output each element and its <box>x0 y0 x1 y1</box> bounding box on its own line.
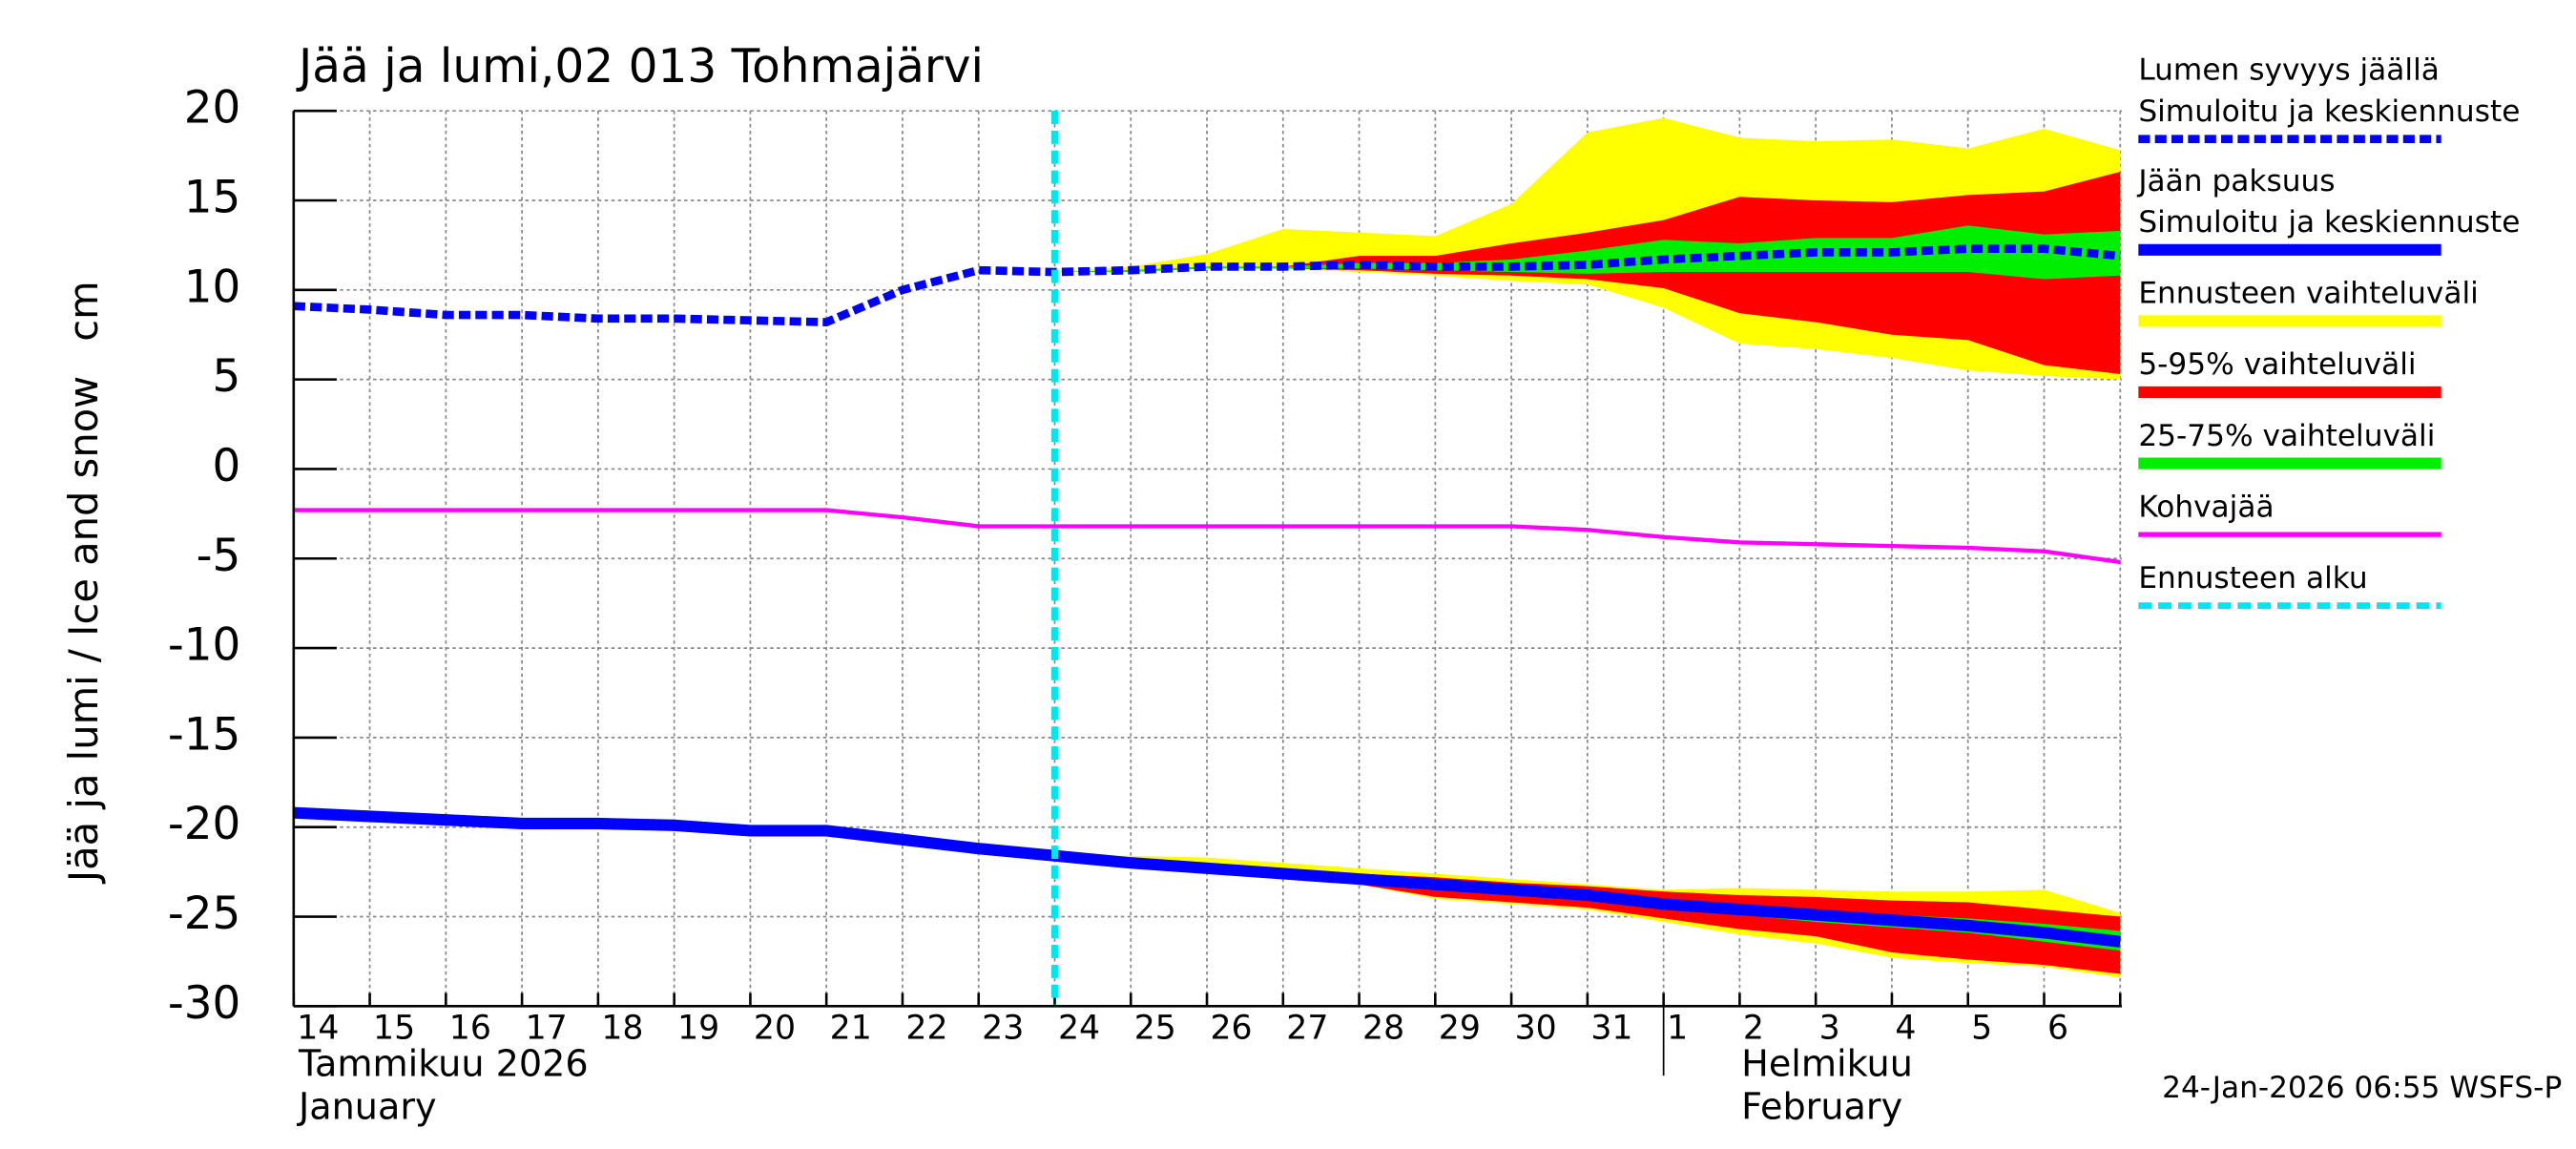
x-tick-label: 19 <box>677 1010 719 1048</box>
x-tick-label: 20 <box>754 1010 796 1048</box>
legend-label: Simuloitu ja keskiennuste <box>2138 94 2520 129</box>
x-tick-label: 17 <box>526 1010 568 1048</box>
x-tick-label: 27 <box>1286 1010 1328 1048</box>
legend-label: Ennusteen alku <box>2138 561 2367 595</box>
x-tick-label: 28 <box>1362 1010 1404 1048</box>
legend-label: Ennusteen vaihteluväli <box>2138 277 2478 311</box>
month-label: January <box>297 1085 437 1127</box>
x-tick-label: 4 <box>1895 1010 1916 1048</box>
month-label: Helmikuu <box>1741 1042 1913 1084</box>
x-tick-label: 30 <box>1515 1010 1557 1048</box>
x-tick-label: 3 <box>1819 1010 1840 1048</box>
x-tick-label: 5 <box>1971 1010 1992 1048</box>
month-label: Tammikuu 2026 <box>298 1042 589 1084</box>
series-line <box>293 806 2121 948</box>
legend-label: 25-75% vaihteluväli <box>2138 419 2435 453</box>
month-label: February <box>1741 1085 1902 1127</box>
x-tick-label: 22 <box>905 1010 947 1048</box>
x-tick-label: 16 <box>449 1010 491 1048</box>
y-tick-label: 20 <box>184 83 241 135</box>
legend-label: Kohvajää <box>2138 490 2274 524</box>
legend: Lumen syvyys jäällä Simuloitu ja keskienn… <box>2136 53 2520 610</box>
y-tick-label: 15 <box>184 173 241 224</box>
x-tick-label: 29 <box>1439 1010 1481 1048</box>
y-tick-label: 5 <box>213 351 241 403</box>
x-tick-label: 14 <box>297 1010 339 1048</box>
timestamp: 24-Jan-2026 06:55 WSFS-P <box>2162 1071 2562 1105</box>
y-tick-label: 0 <box>213 441 241 492</box>
x-tick-label: 31 <box>1590 1010 1632 1048</box>
legend-label: Lumen syvyys jäällä <box>2138 53 2440 88</box>
y-tick-label: -5 <box>197 531 241 582</box>
forecast-band <box>1054 855 2121 974</box>
legend-label: Simuloitu ja keskiennuste <box>2138 205 2520 240</box>
x-tick-label: 23 <box>982 1010 1024 1048</box>
y-axis-label: Jää ja lumi / Ice and snow <box>60 376 107 885</box>
y-tick-label: -15 <box>168 709 240 761</box>
series-line <box>293 508 2121 565</box>
y-tick-label: 10 <box>184 261 241 313</box>
x-tick-label: 24 <box>1058 1010 1100 1048</box>
y-tick-label: -30 <box>168 978 240 1030</box>
x-tick-label: 15 <box>373 1010 415 1048</box>
y-tick-label: -10 <box>168 620 240 672</box>
y-axis-unit: cm <box>60 281 107 341</box>
x-tick-label: 18 <box>601 1010 643 1048</box>
series-line <box>293 244 2121 326</box>
x-tick-label: 21 <box>830 1010 872 1048</box>
legend-label: 5-95% vaihteluväli <box>2138 347 2416 382</box>
chart-title: Jää ja lumi,02 013 Tohmajärvi <box>296 40 984 94</box>
x-tick-label: 6 <box>2047 1010 2068 1048</box>
x-tick-label: 26 <box>1210 1010 1252 1048</box>
forecast-band <box>1054 855 2121 978</box>
legend-label: Jään paksuus <box>2136 164 2335 198</box>
y-tick-label: -20 <box>168 799 240 850</box>
x-tick-label: 2 <box>1743 1010 1764 1048</box>
y-tick-label: -25 <box>168 888 240 940</box>
x-tick-label: 25 <box>1134 1010 1176 1048</box>
x-tick-label: 1 <box>1667 1010 1688 1048</box>
